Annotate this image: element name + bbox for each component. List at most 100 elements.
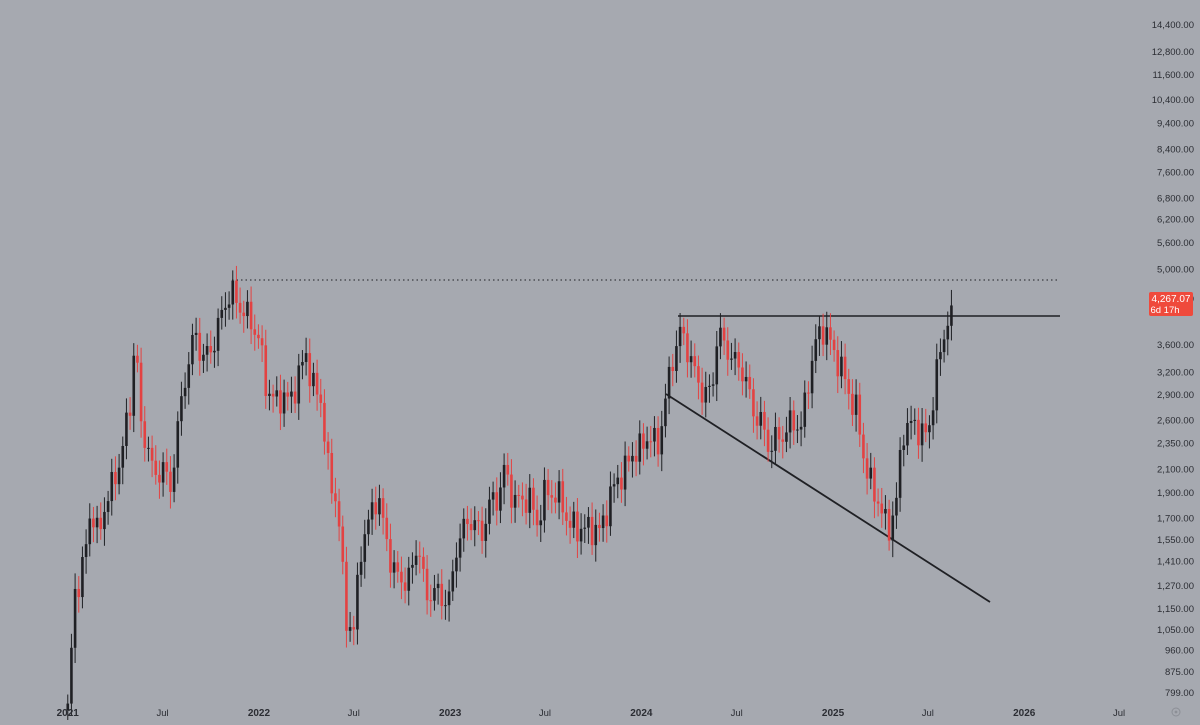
candle-body bbox=[605, 515, 609, 527]
candle-body bbox=[444, 605, 447, 607]
candle-body bbox=[121, 445, 125, 468]
candle-body bbox=[235, 280, 238, 303]
candle-body bbox=[66, 703, 70, 711]
candle-body bbox=[165, 462, 169, 472]
candle-body bbox=[297, 365, 301, 404]
candle-body bbox=[678, 326, 682, 347]
candle-body bbox=[561, 481, 565, 513]
candle-body bbox=[304, 353, 308, 363]
candle-body bbox=[323, 402, 326, 442]
candle-body bbox=[557, 481, 561, 503]
candle-body bbox=[535, 509, 539, 526]
candle-body bbox=[689, 356, 693, 363]
price-tick-label: 10,400.00 bbox=[1152, 95, 1194, 106]
candle-body bbox=[88, 518, 92, 545]
candle-body bbox=[671, 366, 675, 371]
price-tick-label: 2,350.00 bbox=[1157, 439, 1194, 450]
candle-body bbox=[598, 524, 601, 529]
candle-body bbox=[198, 332, 202, 361]
candle-body bbox=[282, 392, 286, 414]
candle-body bbox=[205, 346, 209, 355]
candle-body bbox=[268, 393, 271, 396]
candle-body bbox=[279, 390, 282, 414]
candle-body bbox=[414, 555, 418, 565]
candle-body bbox=[906, 423, 909, 446]
candle-body bbox=[345, 561, 348, 631]
candle-body bbox=[319, 394, 323, 403]
candle-body bbox=[389, 539, 392, 573]
price-tick-label: 1,050.00 bbox=[1157, 625, 1194, 636]
time-tick-label: Jul bbox=[348, 708, 360, 719]
candle-body bbox=[634, 455, 638, 462]
candle-body bbox=[506, 464, 510, 475]
descending-trend-line[interactable] bbox=[665, 393, 991, 603]
candle-body bbox=[777, 426, 781, 440]
candle-body bbox=[154, 460, 158, 475]
candle-body bbox=[576, 511, 579, 542]
candle-body bbox=[99, 517, 103, 530]
time-tick-label: Jul bbox=[539, 708, 551, 719]
candle-body bbox=[367, 519, 370, 535]
time-tick-label: Jul bbox=[731, 708, 743, 719]
candle-body bbox=[730, 358, 733, 360]
candle-body bbox=[147, 447, 150, 449]
candle-body bbox=[499, 487, 502, 511]
candle-body bbox=[187, 364, 191, 388]
last-price-tag: 4,267.07 6d 17h bbox=[1149, 292, 1193, 316]
candle-body bbox=[143, 421, 147, 448]
candle-body bbox=[935, 359, 939, 411]
price-tick-label: 1,150.00 bbox=[1157, 604, 1194, 615]
price-tick-label: 960.00 bbox=[1165, 646, 1194, 657]
price-tick-label: 6,800.00 bbox=[1157, 193, 1194, 204]
price-tick-label: 1,550.00 bbox=[1157, 535, 1194, 546]
candle-body bbox=[176, 421, 180, 468]
bar-countdown-label: 6d 17h bbox=[1150, 305, 1179, 316]
settings-icon[interactable] bbox=[1171, 707, 1181, 717]
candle-body bbox=[715, 346, 719, 385]
candle-body bbox=[887, 508, 891, 541]
candle-body bbox=[326, 441, 330, 454]
price-tick-label: 14,400.00 bbox=[1152, 20, 1194, 31]
price-tick-label: 5,000.00 bbox=[1157, 264, 1194, 275]
candle-body bbox=[873, 467, 876, 502]
candle-body bbox=[359, 561, 363, 575]
candle-body bbox=[920, 423, 924, 446]
candle-body bbox=[466, 518, 469, 525]
candle-body bbox=[814, 339, 818, 361]
candle-body bbox=[502, 464, 506, 488]
candle-body bbox=[95, 517, 99, 528]
candle-body bbox=[840, 356, 843, 377]
candle-body bbox=[682, 326, 686, 334]
candle-body bbox=[854, 394, 858, 415]
price-axis[interactable]: 14,400.00 12,800.00 11,600.00 10,400.00 9,40… bbox=[1152, 20, 1194, 699]
candle-body bbox=[726, 340, 730, 360]
candle-body bbox=[609, 486, 612, 527]
candle-body bbox=[136, 355, 139, 363]
candle-body bbox=[623, 455, 627, 490]
candle-body bbox=[238, 302, 242, 313]
candle-body bbox=[312, 372, 315, 387]
price-tick-label: 5,600.00 bbox=[1157, 238, 1194, 249]
candle-body bbox=[686, 333, 689, 363]
candle-body bbox=[572, 511, 576, 528]
candle-body bbox=[766, 429, 770, 452]
candle-body bbox=[436, 583, 440, 589]
candle-body bbox=[858, 394, 862, 435]
candle-body bbox=[378, 498, 381, 515]
candle-body bbox=[180, 396, 183, 422]
candle-body bbox=[587, 516, 590, 528]
candle-body bbox=[348, 627, 352, 631]
candle-body bbox=[433, 588, 436, 601]
candle-body bbox=[246, 301, 249, 317]
candle-body bbox=[704, 386, 708, 403]
time-axis[interactable]: 2021 Jul 2022 Jul 2023 Jul 2024 Jul 2025 Jul 2026 J… bbox=[57, 708, 1125, 719]
candle-body bbox=[425, 568, 429, 601]
price-tick-label: 875.00 bbox=[1165, 667, 1194, 678]
candle-body bbox=[286, 392, 290, 397]
candle-body bbox=[330, 453, 334, 494]
candle-body bbox=[510, 474, 513, 508]
candle-body bbox=[770, 450, 774, 452]
candles-layer bbox=[66, 265, 953, 725]
